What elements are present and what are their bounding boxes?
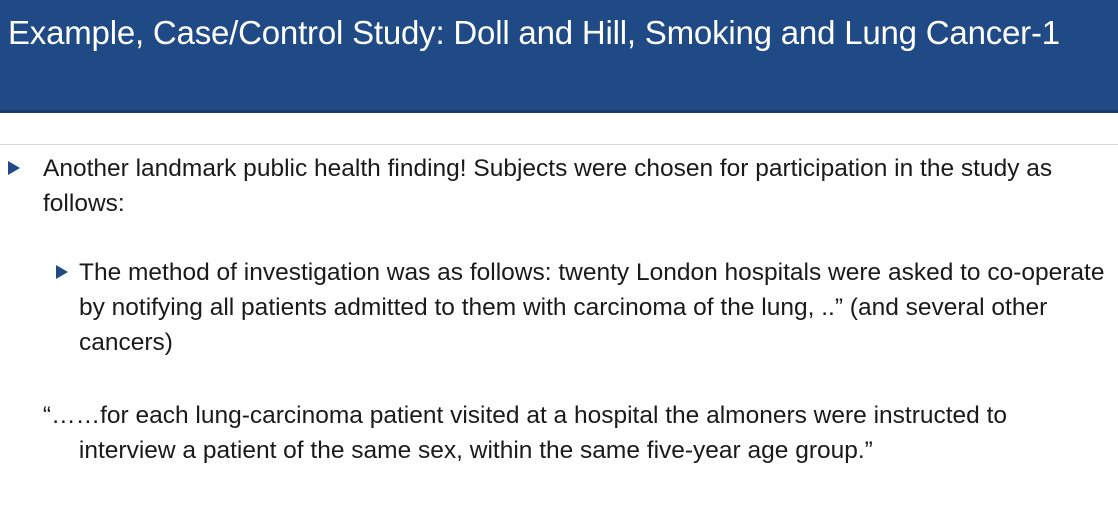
slide-title: Example, Case/Control Study: Doll and Hi… [8, 14, 1060, 51]
bullet-level2-text: The method of investigation was as follo… [79, 259, 1105, 356]
quote-line-1: “……for each lung-carcinoma patient visit… [42, 402, 1008, 429]
triangle-right-icon [8, 161, 20, 175]
bullet-level1-text: Another landmark public health finding! … [43, 155, 1053, 217]
quote-block: “……for each lung-carcinoma patient visit… [43, 398, 1108, 468]
slide-title-bar: Example, Case/Control Study: Doll and Hi… [0, 0, 1118, 113]
title-divider [0, 144, 1118, 145]
quote-line-2: interview a patient of the same sex, wit… [78, 437, 873, 464]
triangle-right-icon [56, 265, 68, 279]
